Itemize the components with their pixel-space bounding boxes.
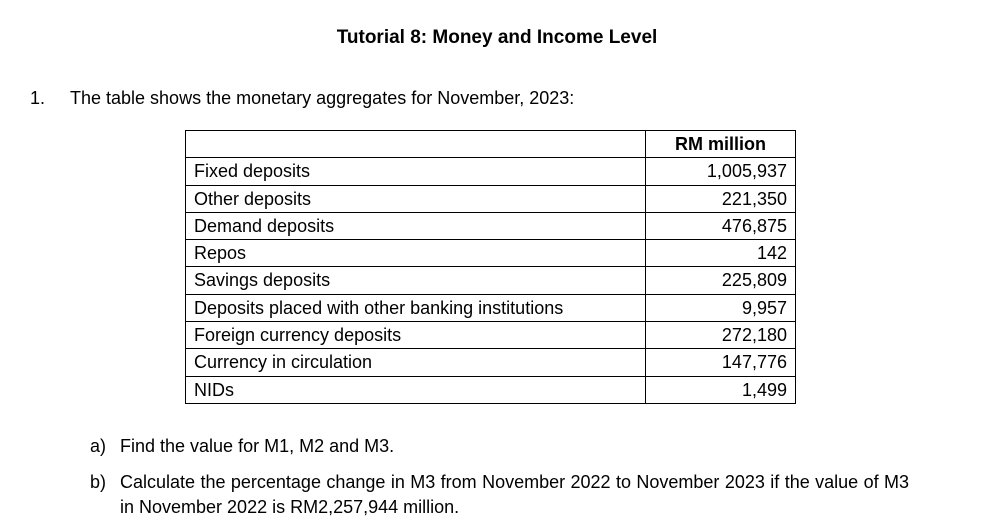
sub-question-b: b) Calculate the percentage change in M3… <box>90 470 964 519</box>
row-value: 1,005,937 <box>646 158 796 185</box>
row-label: Savings deposits <box>186 267 646 294</box>
row-value: 272,180 <box>646 322 796 349</box>
sub-question-a: a) Find the value for M1, M2 and M3. <box>90 434 964 458</box>
table-row: Other deposits 221,350 <box>186 185 796 212</box>
row-label: Deposits placed with other banking insti… <box>186 294 646 321</box>
row-label: Fixed deposits <box>186 158 646 185</box>
row-label: Other deposits <box>186 185 646 212</box>
sub-letter: a) <box>90 434 120 458</box>
row-label: Demand deposits <box>186 212 646 239</box>
row-value: 9,957 <box>646 294 796 321</box>
sub-letter: b) <box>90 470 120 519</box>
row-value: 221,350 <box>646 185 796 212</box>
row-label: Repos <box>186 240 646 267</box>
header-value-cell: RM million <box>646 130 796 157</box>
row-value: 147,776 <box>646 349 796 376</box>
row-value: 476,875 <box>646 212 796 239</box>
row-label: NIDs <box>186 376 646 403</box>
table-row: Repos 142 <box>186 240 796 267</box>
row-value: 225,809 <box>646 267 796 294</box>
monetary-aggregates-table: RM million Fixed deposits 1,005,937 Othe… <box>185 130 796 404</box>
sub-text: Find the value for M1, M2 and M3. <box>120 434 964 458</box>
row-value: 1,499 <box>646 376 796 403</box>
sub-text: Calculate the percentage change in M3 fr… <box>120 470 964 519</box>
question-row: 1. The table shows the monetary aggregat… <box>30 86 964 110</box>
table-row: Savings deposits 225,809 <box>186 267 796 294</box>
table-row: Currency in circulation 147,776 <box>186 349 796 376</box>
header-label-cell <box>186 130 646 157</box>
row-label: Currency in circulation <box>186 349 646 376</box>
page-title: Tutorial 8: Money and Income Level <box>30 25 964 51</box>
question-text: The table shows the monetary aggregates … <box>70 86 964 110</box>
table-row: Deposits placed with other banking insti… <box>186 294 796 321</box>
sub-questions: a) Find the value for M1, M2 and M3. b) … <box>90 434 964 519</box>
table-row: NIDs 1,499 <box>186 376 796 403</box>
question-number: 1. <box>30 86 70 110</box>
table-row: Foreign currency deposits 272,180 <box>186 322 796 349</box>
row-label: Foreign currency deposits <box>186 322 646 349</box>
row-value: 142 <box>646 240 796 267</box>
table-header-row: RM million <box>186 130 796 157</box>
table-row: Demand deposits 476,875 <box>186 212 796 239</box>
table-row: Fixed deposits 1,005,937 <box>186 158 796 185</box>
table-container: RM million Fixed deposits 1,005,937 Othe… <box>185 130 964 404</box>
